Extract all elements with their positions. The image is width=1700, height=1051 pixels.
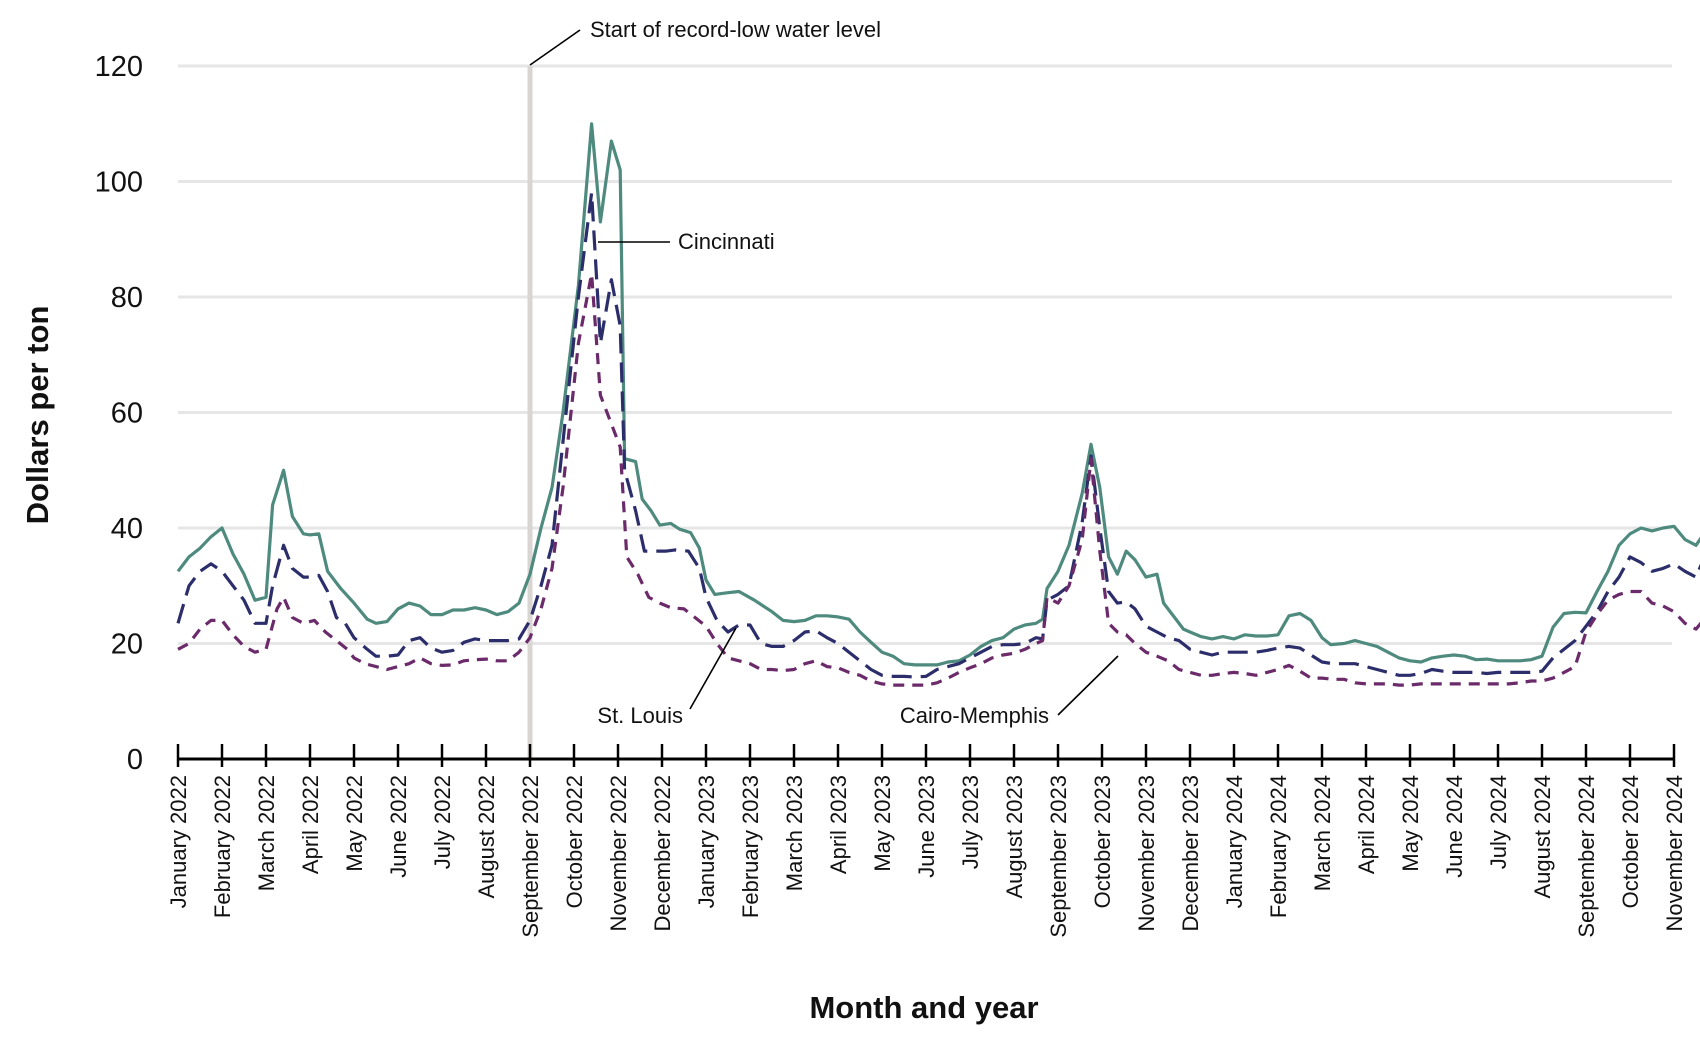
x-tick-label: December 2023 [1178,775,1203,932]
st-louis-leader-line [689,627,737,710]
y-tick-label: 80 [111,282,143,314]
x-tick-label: November 2022 [606,775,631,932]
x-tick-label: March 2022 [254,775,279,891]
x-tick-label: February 2022 [210,775,235,918]
y-tick-labels: 0 20 40 60 80 100 120 [95,51,143,776]
y-tick-label: 120 [95,51,143,83]
event-annotation: Start of record-low water level [529,17,881,66]
event-leader-line [529,29,581,66]
x-tick-label: October 2022 [562,775,587,908]
x-tick-labels: January 2022 February 2022 March 2022 April… [166,775,1687,938]
y-tick-label: 60 [111,398,143,430]
x-tick-label: May 2022 [342,775,367,872]
y-tick-label: 40 [111,513,143,545]
y-tick-label: 0 [127,744,143,776]
x-tick-label: October 2023 [1090,775,1115,908]
x-tick-label: November 2023 [1134,775,1159,932]
x-tick-label: June 2022 [386,775,411,878]
series-layer [176,122,1700,687]
cairo-memphis-annotation: Cairo-Memphis [900,655,1119,728]
x-tick-label: January 2022 [166,775,191,908]
x-tick-label: April 2023 [826,775,851,874]
x-axis-title: Month and year [809,990,1038,1025]
x-tick-label: August 2023 [1002,775,1027,899]
y-tick-label: 20 [111,629,143,661]
y-tick-label: 100 [95,167,143,199]
x-tick-label: February 2023 [738,775,763,918]
x-tick-label: May 2024 [1398,775,1423,872]
series-line-cairo-memphis [177,272,1700,687]
x-tick-label: June 2024 [1442,775,1467,878]
cincinnati-annotation: Cincinnati [598,229,775,254]
x-tick-label: January 2023 [694,775,719,908]
cincinnati-label: Cincinnati [678,229,775,254]
x-tick-label: May 2023 [870,775,895,872]
x-tick-label: March 2023 [782,775,807,891]
event-label: Start of record-low water level [590,17,881,42]
x-tick-label: April 2022 [298,775,323,874]
x-tick-label: July 2023 [958,775,983,869]
axes [176,744,1676,767]
x-tick-label: June 2023 [914,775,939,878]
series-line-cincinnati [176,122,1700,667]
y-axis-title: Dollars per ton [20,306,55,525]
x-tick-label: November 2024 [1662,775,1687,932]
x-tick-label: September 2023 [1046,775,1071,938]
series-line-st-louis [176,191,1700,679]
st-louis-label: St. Louis [597,703,683,728]
gridlines [178,64,1672,645]
x-tick-label: April 2024 [1354,775,1379,874]
cairo-memphis-leader-line [1057,655,1119,716]
x-tick-label: September 2022 [518,775,543,938]
x-tick-label: August 2022 [474,775,499,899]
x-tick-label: December 2022 [650,775,675,932]
x-tick-label: September 2024 [1574,775,1599,938]
x-tick-label: August 2024 [1530,775,1555,899]
x-tick-label: July 2024 [1486,775,1511,869]
x-tick-label: July 2022 [430,775,455,869]
x-tick-label: March 2024 [1310,775,1335,891]
record-low-event-marker [527,66,533,759]
x-tick-label: January 2024 [1222,775,1247,908]
cairo-memphis-label: Cairo-Memphis [900,703,1049,728]
x-tick-label: October 2024 [1618,775,1643,908]
st-louis-annotation: St. Louis [597,627,737,728]
x-tick-label: February 2024 [1266,775,1291,918]
